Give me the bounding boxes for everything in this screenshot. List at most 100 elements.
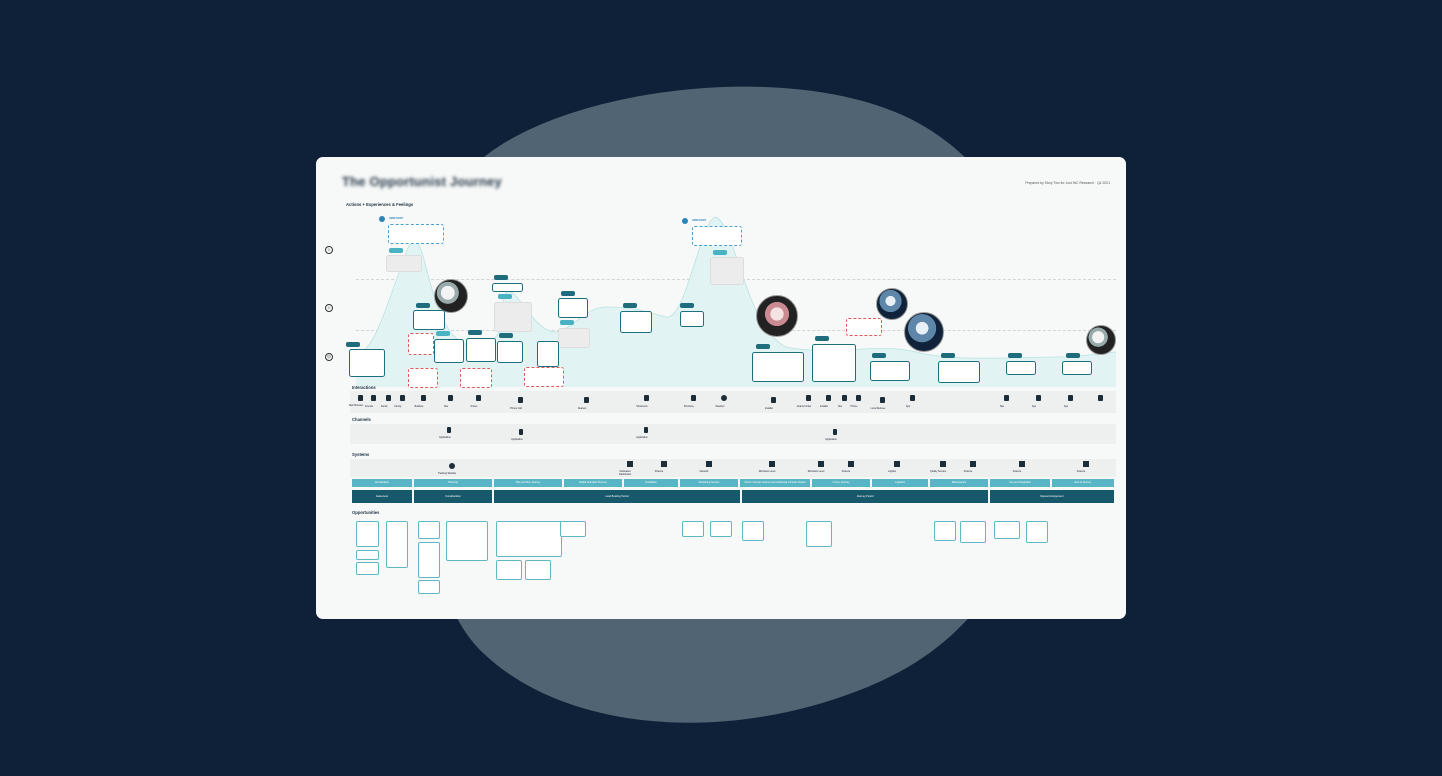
system-label: Finance: [1076, 470, 1086, 473]
interaction-label: Showroom: [636, 405, 648, 408]
interaction-label: Grants Finder: [796, 405, 812, 408]
sad-mood-icon: ☹: [325, 353, 333, 361]
action-card: [558, 298, 588, 318]
pain-point-card: [846, 318, 882, 336]
action-card: [870, 361, 910, 381]
action-card: [492, 283, 523, 292]
interaction-label: App: [905, 405, 911, 408]
action-card: [497, 341, 523, 363]
action-card: [812, 344, 856, 382]
system-label: Logistic: [887, 470, 897, 473]
opportunity-note: [446, 521, 488, 561]
stage-tag: [623, 303, 637, 308]
interaction-label: Site: [837, 405, 843, 408]
opportunity-note: [356, 521, 379, 547]
opportunity-note: [418, 542, 440, 578]
action-card: [938, 361, 980, 383]
opportunity-note: [1026, 521, 1048, 543]
channel-label: Application: [439, 436, 451, 439]
stage-bar: Planning: [414, 479, 492, 487]
system-label: Finance: [963, 470, 973, 473]
opportunity-note: [710, 521, 732, 537]
system-icon: [1083, 461, 1089, 467]
experience-note: [558, 328, 590, 348]
system-label: Tracking Website: [437, 472, 457, 475]
interaction-label: App: [1031, 405, 1037, 408]
stage-bar: Plan and Buy Journey: [494, 479, 562, 487]
interaction-label: Builders: [414, 405, 424, 408]
channel-label: Application: [636, 436, 648, 439]
stage-tag: [872, 353, 886, 358]
interaction-label: Installer: [819, 405, 829, 408]
stage-bar: Monitoring Service: [680, 479, 738, 487]
action-card: [349, 349, 385, 377]
stage-tag: [713, 250, 727, 255]
interaction-label: Nearest: [577, 407, 587, 410]
section-opportunities-heading: Opportunities: [352, 510, 380, 515]
page-title: The Opportunist Journey: [342, 174, 502, 189]
stage-tag: [468, 330, 482, 335]
persona-photo: [756, 295, 798, 337]
phase-bar: Consideration: [414, 490, 492, 503]
phone-icon: [833, 429, 837, 435]
phone-icon: [447, 427, 451, 433]
happy-mood-icon: ☺: [325, 246, 333, 254]
credit-line: Prepared by Story Two for Just INC Resea…: [1025, 181, 1110, 185]
opportunity-note: [496, 521, 562, 557]
stage-bar: Logistics: [872, 479, 928, 487]
pain-point-card: [408, 333, 434, 355]
system-icon: [661, 461, 667, 467]
section-channels-heading: Channels: [352, 417, 371, 422]
system-label: Network: [699, 470, 709, 473]
stage-tag: [680, 303, 694, 308]
hmw-lightbulb-icon-2: [682, 218, 688, 224]
stage-tag: [756, 344, 770, 349]
stage-bar: Identification: [352, 479, 412, 487]
stage-bar: Installation: [624, 479, 678, 487]
action-card: [413, 310, 445, 330]
interaction-label: Phone: [850, 405, 858, 408]
stage-tag: [499, 333, 513, 338]
section-actions-heading: Actions + Experiences & Feelings: [346, 202, 414, 207]
pain-point-card: [408, 368, 438, 388]
experience-note: [386, 255, 422, 272]
opportunity-note: [742, 521, 764, 541]
action-card: [1062, 361, 1092, 375]
persona-photo: [434, 279, 468, 313]
stage-tag: [498, 294, 512, 299]
opportunity-note: [418, 521, 440, 539]
stage-bar: Use and Integration: [990, 479, 1050, 487]
phone-icon: [519, 429, 523, 435]
action-card: [680, 311, 704, 327]
opportunity-note: [960, 521, 986, 543]
stage-tag: [941, 353, 955, 358]
channels-band: [350, 424, 1116, 444]
journey-map-board: The Opportunist Journey Prepared by Stor…: [316, 157, 1126, 619]
hmw-note-1: [388, 224, 444, 244]
interaction-label: Local Referee: [870, 407, 886, 410]
interaction-label: App: [1063, 405, 1069, 408]
system-icon: [769, 461, 775, 467]
phase-bar: Awareness: [352, 490, 412, 503]
opportunity-note: [525, 560, 551, 580]
interaction-icons: [358, 395, 1103, 403]
interaction-label: Family: [394, 405, 402, 408]
opportunity-note: [934, 521, 956, 541]
stage-tag: [389, 248, 403, 253]
interaction-label: Friends: [365, 405, 373, 408]
channel-label: Application: [825, 438, 837, 441]
stage-bar: Digital Selection Process: [564, 479, 622, 487]
system-label: Finance: [1012, 470, 1022, 473]
experience-note: [494, 302, 532, 332]
interaction-label: Prices: [470, 405, 478, 408]
system-icon: [706, 461, 712, 467]
interaction-label: Site: [999, 405, 1005, 408]
opportunity-note: [682, 521, 704, 537]
system-label: Mechanic Level: [807, 470, 825, 473]
system-label: Mechanic Level: [758, 470, 776, 473]
hmw-note-2: [692, 226, 742, 246]
opportunity-note: [560, 521, 586, 537]
section-interactions-heading: Interactions: [352, 385, 376, 390]
stage-tag: [346, 342, 360, 347]
system-label: Finance: [654, 470, 664, 473]
